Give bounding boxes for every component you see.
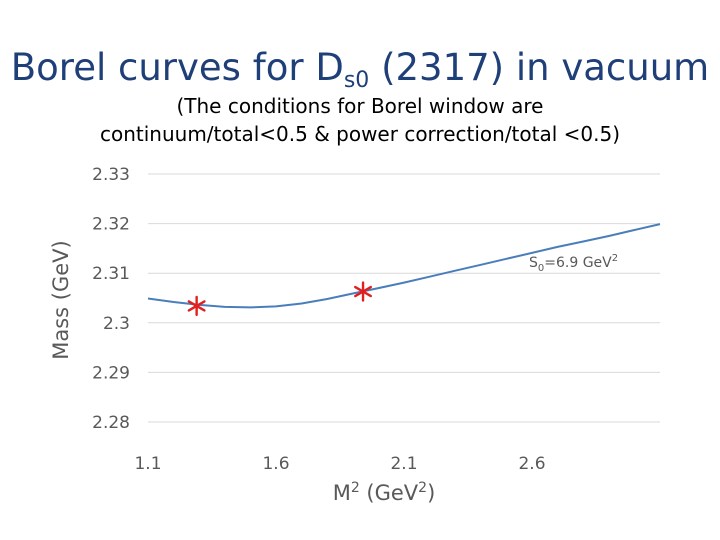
y-tick-label: 2.3 [103,314,130,334]
y-tick-label: 2.31 [92,264,130,284]
x-axis-title-close: ) [427,481,435,505]
series-label-mid: =6.9 GeV [544,255,612,271]
x-axis-title: M2 (GeV2) [333,480,436,505]
y-tick-label: 2.29 [92,363,130,383]
subtitle-line-1: (The conditions for Borel window are [176,94,544,118]
series-label-s: S [529,255,538,271]
x-axis-title-units-sup: 2 [418,480,427,496]
series-line [147,223,661,309]
series-label: S0=6.9 GeV2 [529,253,618,274]
x-tick-label: 2.6 [518,454,545,474]
chart-subtitle: (The conditions for Borel window are con… [0,92,720,148]
title-main: Borel curves for D [10,46,344,89]
x-axis-title-sup: 2 [351,480,360,496]
y-tick-label: 2.32 [92,215,130,235]
x-axis-title-units: (GeV [360,481,419,505]
x-tick-label: 1.1 [134,454,161,474]
y-tick-label: 2.28 [92,413,130,433]
series-label-sup: 2 [612,253,618,264]
x-tick-label: 1.6 [262,454,289,474]
x-axis-title-text: M [333,481,351,505]
chart-title: Borel curves for Ds0 (2317) in vacuum [0,46,720,93]
borel-window-marker [187,295,206,317]
series-label-sub: 0 [538,263,544,274]
borel-window-marker [354,281,373,302]
marker-stroke [187,300,206,312]
y-tick-label: 2.33 [92,165,130,185]
y-axis-title: Mass (GeV) [49,240,73,360]
title-subscript: s0 [343,68,370,93]
marker-stroke [354,285,373,298]
x-tick-label: 2.1 [390,454,417,474]
title-main-rest: (2317) in vacuum [369,46,710,89]
subtitle-line-2: continuum/total<0.5 & power correction/t… [99,122,621,146]
